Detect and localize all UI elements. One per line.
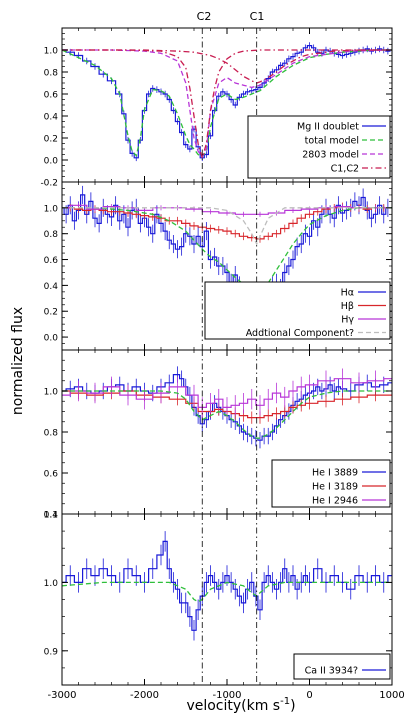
y-tick-label: 1.0 xyxy=(44,388,59,398)
legend-box xyxy=(271,459,391,508)
series-line xyxy=(62,194,392,332)
legend-label: Hβ xyxy=(341,301,354,312)
legend-label: Mg II doublet xyxy=(297,122,359,133)
y-tick-label: 0.4 xyxy=(44,511,59,521)
series-line xyxy=(62,49,392,158)
y-tick-label: 0.2 xyxy=(44,308,58,318)
marker-label-c2: C2 xyxy=(197,10,212,23)
series-line xyxy=(62,581,392,603)
legend-label: Hγ xyxy=(341,315,354,326)
series-h-addtional-component- xyxy=(62,207,392,246)
plot-area-ca xyxy=(62,531,392,641)
y-tick-label: 0.8 xyxy=(44,230,59,240)
series-line xyxy=(62,378,392,408)
y-tick-label: 0.8 xyxy=(44,429,59,439)
legend-label: He I 3189 xyxy=(312,482,358,493)
x-tick-label: -2000 xyxy=(130,690,159,701)
x-axis-label: velocity(km s-1) xyxy=(186,696,295,714)
x-tick-label: 1000 xyxy=(379,690,404,701)
series-he-model xyxy=(62,390,392,439)
series-line xyxy=(62,374,392,441)
legend-label: Addtional Component? xyxy=(246,328,354,339)
marker-label-c1: C1 xyxy=(250,10,265,23)
x-tick-label: 0 xyxy=(306,690,312,701)
series-line xyxy=(62,207,392,246)
y-axis-label: normalized flux xyxy=(10,307,26,415)
x-tick-label: -1000 xyxy=(212,690,241,701)
y-tick-label: 0.6 xyxy=(44,470,59,480)
y-tick-label: -0.2 xyxy=(40,179,58,189)
legend-mg: Mg II doublet total model 2803 model C1,C2 xyxy=(247,115,391,179)
legend-box xyxy=(293,653,391,680)
y-tick-label: 0.4 xyxy=(44,113,59,123)
legend-label: C1,C2 xyxy=(331,164,359,175)
panel-h: 0.0 0.2 0.4 0.6 0.8 1.0 Hα Hβ Hγ Addtional Compon… xyxy=(44,181,393,351)
y-tick-label: 0.2 xyxy=(44,135,58,145)
plot-area-he xyxy=(62,366,392,449)
y-tick-label: 0.8 xyxy=(44,69,59,79)
legend-label: Hα xyxy=(341,288,354,299)
y-tick-label: 0.0 xyxy=(44,334,59,344)
series-ca-ca-ii-3934- xyxy=(62,531,392,641)
legend-label: total model xyxy=(305,136,359,147)
legend-ca: Ca II 3934? xyxy=(293,653,391,680)
y-tick-label: 1.1 xyxy=(44,511,58,521)
y-tick-label: 0.0 xyxy=(44,157,59,167)
legend-he: He I 3889 He I 3189 He I 2946 xyxy=(271,459,391,508)
y-tick-label: 0.6 xyxy=(44,256,59,266)
legend-label: He I 2946 xyxy=(312,496,358,507)
y-tick-label: 0.6 xyxy=(44,91,59,101)
series-line xyxy=(62,540,392,631)
y-tick-label: 0.4 xyxy=(44,282,59,292)
panel-mg: -0.2 0.0 0.2 0.4 0.6 0.8 1.0 Mg II doublet total… xyxy=(40,27,393,189)
panel-he: 0.4 0.6 0.8 1.0 He I 3889 He I 3189 He I 2946 xyxy=(44,349,393,521)
legend-label: 2803 model xyxy=(302,150,359,161)
legend-h: Hα Hβ Hγ Addtional Component? xyxy=(204,281,391,340)
series-ca-model xyxy=(62,581,392,603)
y-tick-label: 1.0 xyxy=(44,579,59,589)
y-tick-label: 0.9 xyxy=(44,647,59,657)
panels-group: -0.2 0.0 0.2 0.4 0.6 0.8 1.0 Mg II doublet total… xyxy=(40,27,405,701)
panel-ca: 0.9 1.0 1.1 Ca II 3934? xyxy=(44,511,393,686)
legend-label: Ca II 3934? xyxy=(305,666,358,677)
x-tick-label: -3000 xyxy=(47,690,76,701)
legend-label: He I 3889 xyxy=(312,468,358,479)
series-mg-total-model xyxy=(62,49,392,158)
y-tick-label: 1.0 xyxy=(44,47,59,57)
series-line xyxy=(62,390,392,439)
y-tick-label: 1.0 xyxy=(44,204,59,214)
